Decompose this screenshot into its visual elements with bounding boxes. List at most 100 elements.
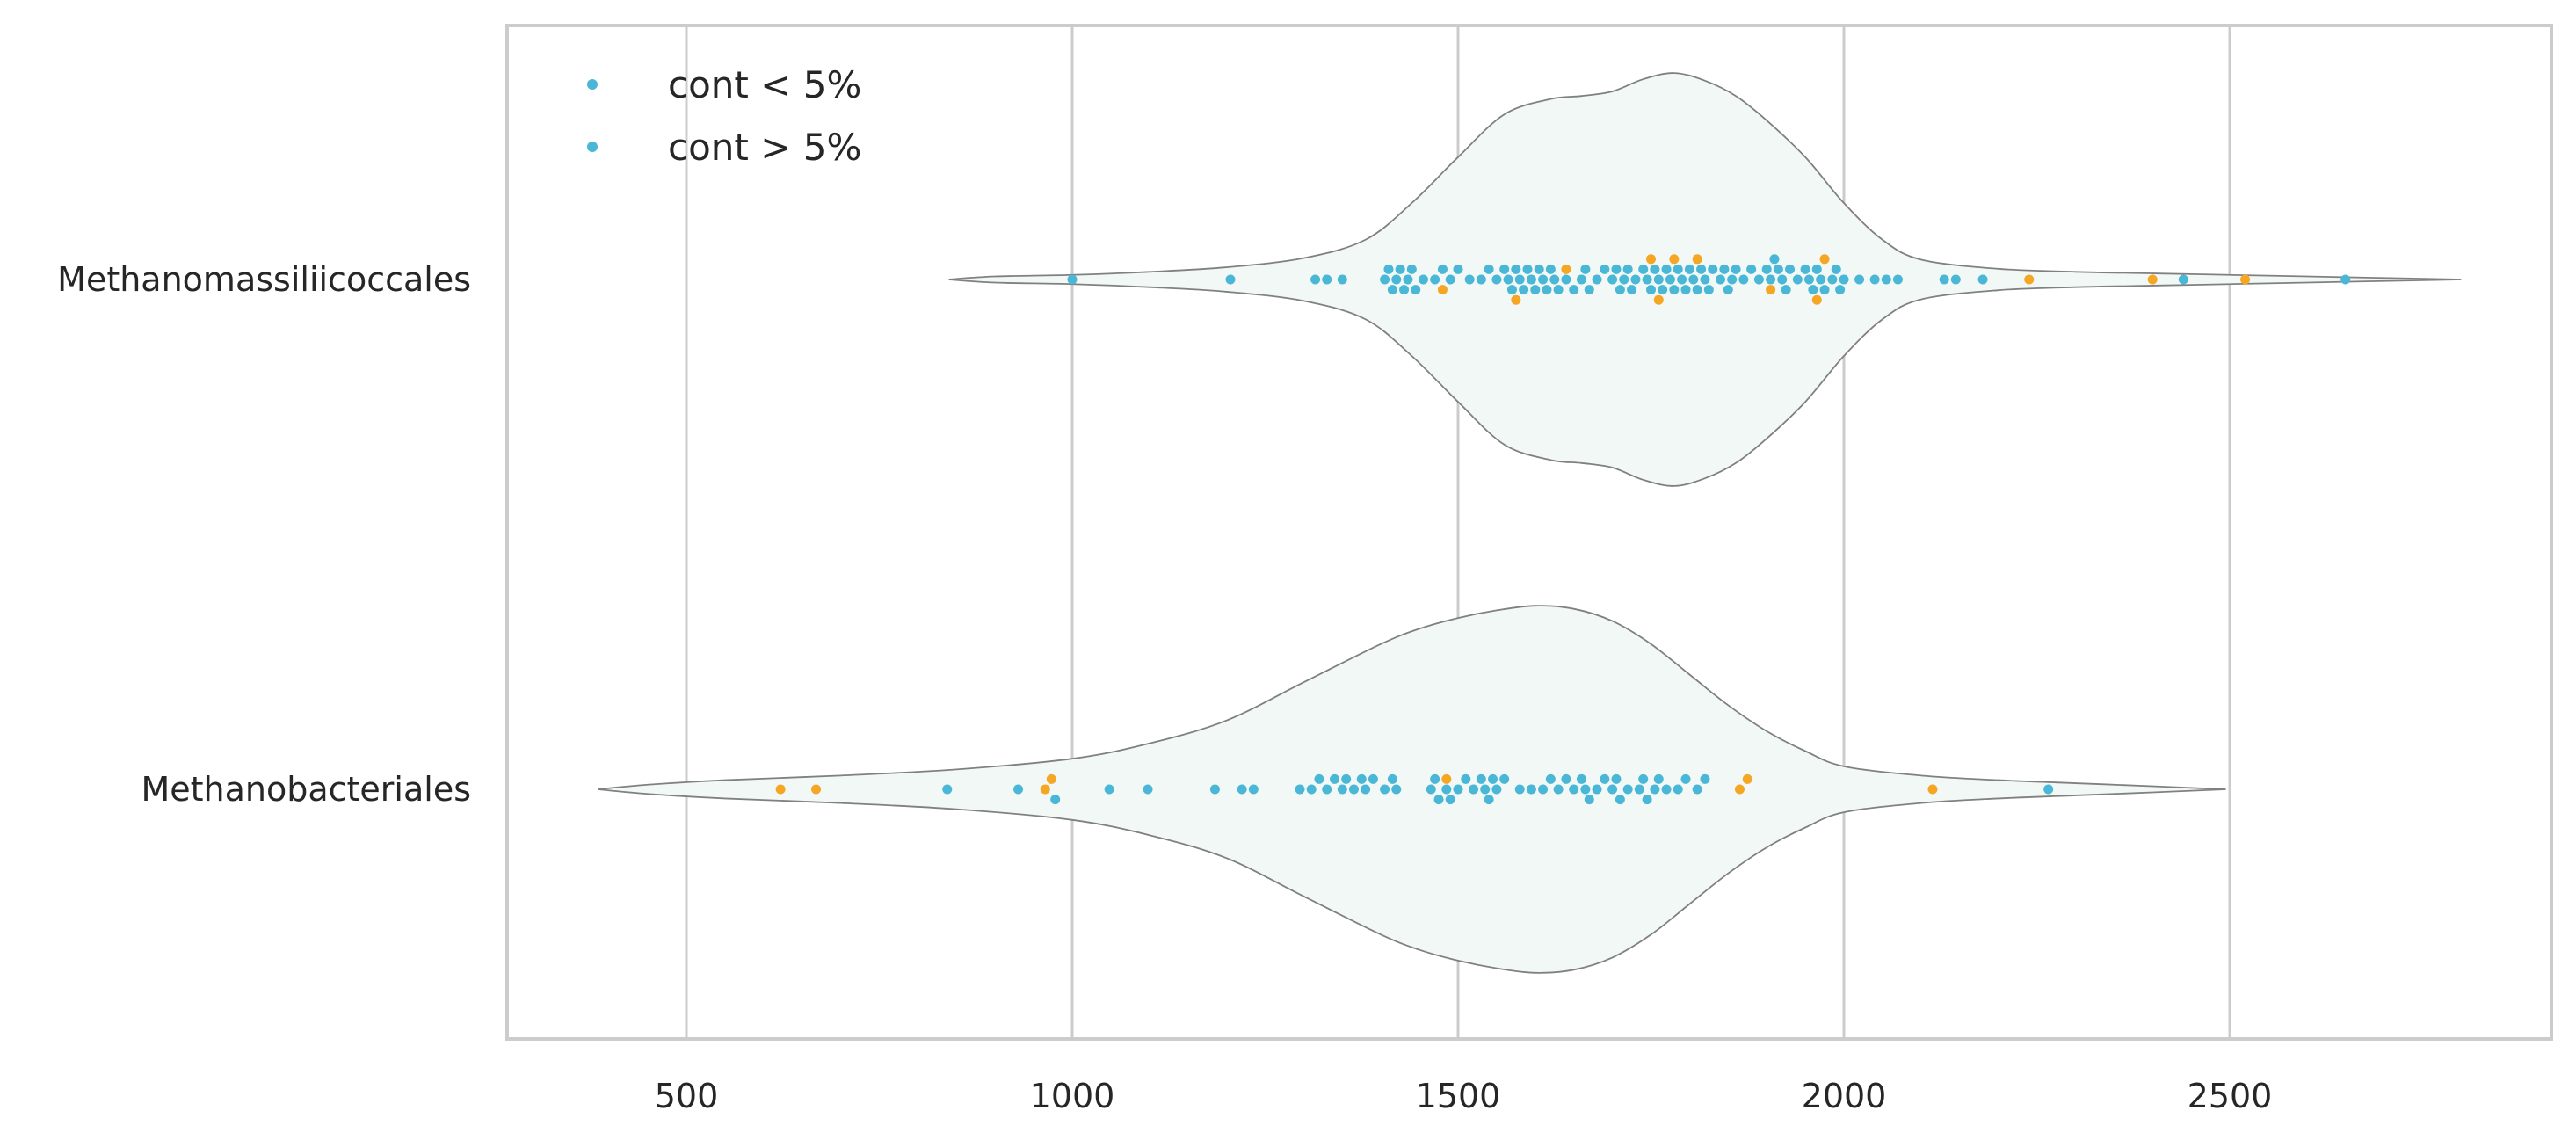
data-point-low <box>1700 275 1709 285</box>
data-point-low <box>1237 785 1247 795</box>
data-point-low <box>1535 265 1544 274</box>
data-point-low <box>1754 275 1764 285</box>
data-point-low <box>1538 785 1548 795</box>
data-point-low <box>1804 275 1814 285</box>
violin-methanobacteriales <box>598 606 2226 973</box>
data-point-low <box>1893 275 1903 285</box>
data-point-low <box>1643 275 1652 285</box>
data-point-low <box>1050 795 1060 804</box>
data-point-low <box>1662 265 1672 274</box>
data-point-low <box>1696 265 1706 274</box>
data-point-low <box>1361 785 1370 795</box>
data-point-low <box>1484 265 1494 274</box>
data-point-low <box>1611 265 1621 274</box>
data-point-high <box>1654 295 1664 305</box>
data-point-high <box>811 785 821 795</box>
data-point-low <box>1499 774 1509 784</box>
y-tick-labels: Methanomassiliicoccales Methanobacteriale… <box>57 260 471 809</box>
data-point-high <box>1927 785 1937 795</box>
data-point-low <box>1430 774 1440 784</box>
data-point-high <box>1047 774 1056 784</box>
data-point-low <box>1403 275 1412 285</box>
data-point-low <box>1593 785 1602 795</box>
data-point-low <box>1511 265 1520 274</box>
data-point-low <box>1515 785 1525 795</box>
data-point-high <box>1041 785 1050 795</box>
data-point-low <box>1623 265 1633 274</box>
data-point-low <box>1662 785 1672 795</box>
data-point-low <box>1477 774 1486 784</box>
data-point-low <box>1307 785 1317 795</box>
data-point-low <box>1554 785 1564 795</box>
data-point-low <box>1504 275 1513 285</box>
data-point-low <box>1546 774 1556 784</box>
data-point-low <box>1434 795 1444 804</box>
data-point-low <box>1527 785 1536 795</box>
data-point-low <box>1727 275 1737 285</box>
data-point-low <box>1677 275 1687 285</box>
data-point-high <box>1561 265 1571 274</box>
data-point-low <box>1619 275 1629 285</box>
data-point-low <box>1454 785 1463 795</box>
data-point-low <box>1542 285 1551 294</box>
data-point-low <box>1681 774 1691 784</box>
data-point-low <box>1388 774 1397 784</box>
data-point-low <box>1507 285 1517 294</box>
data-point-low <box>1762 265 1772 274</box>
data-point-low <box>1546 265 1556 274</box>
x-tick-label-1000: 1000 <box>1030 1077 1115 1115</box>
data-point-low <box>1630 275 1640 285</box>
y-tick-label-methanomassiliicoccales: Methanomassiliicoccales <box>57 260 471 299</box>
data-point-low <box>1441 785 1451 795</box>
data-point-low <box>2340 275 2350 285</box>
data-point-low <box>1793 275 1803 285</box>
data-point-low <box>1854 275 1864 285</box>
data-point-low <box>1658 285 1667 294</box>
x-tick-label-2500: 2500 <box>2188 1077 2273 1115</box>
data-point-low <box>1488 774 1498 784</box>
data-point-high <box>1766 285 1775 294</box>
data-point-low <box>1685 265 1694 274</box>
data-point-low <box>1816 275 1825 285</box>
data-point-low <box>1295 785 1305 795</box>
data-point-low <box>1438 265 1448 274</box>
data-point-high <box>1743 774 1752 784</box>
data-point-low <box>1978 275 1988 285</box>
x-tick-labels: 500 1000 1500 2000 2500 <box>655 1077 2273 1115</box>
data-point-low <box>1380 275 1390 285</box>
data-point-low <box>1650 785 1659 795</box>
data-point-low <box>1716 275 1725 285</box>
data-point-low <box>1310 275 1320 285</box>
data-point-low <box>1341 774 1351 784</box>
x-tick-label-2000: 2000 <box>1802 1077 1887 1115</box>
data-point-low <box>1940 275 1949 285</box>
y-tick-label-methanobacteriales: Methanobacteriales <box>141 770 471 809</box>
data-point-low <box>1407 265 1417 274</box>
data-point-low <box>1801 265 1810 274</box>
data-point-low <box>1519 285 1528 294</box>
data-point-low <box>942 785 952 795</box>
data-point-low <box>2179 275 2188 285</box>
data-point-low <box>1627 285 1636 294</box>
data-point-low <box>1673 265 1683 274</box>
data-point-low <box>1611 774 1621 784</box>
data-point-low <box>1951 275 1961 285</box>
data-point-low <box>1638 265 1648 274</box>
data-point-low <box>1499 265 1509 274</box>
data-point-low <box>1635 785 1644 795</box>
data-point-low <box>1693 285 1702 294</box>
data-point-low <box>1569 785 1578 795</box>
data-point-low <box>2043 785 2053 795</box>
data-point-low <box>1569 285 1578 294</box>
data-point-low <box>1654 774 1664 784</box>
data-point-low <box>1580 265 1590 274</box>
data-point-low <box>1396 265 1405 274</box>
data-point-low <box>1585 795 1594 804</box>
data-point-low <box>1746 265 1756 274</box>
data-point-low <box>1580 785 1590 795</box>
data-point-low <box>1585 285 1594 294</box>
data-point-low <box>1530 285 1540 294</box>
data-point-low <box>1391 275 1401 285</box>
data-point-low <box>1388 285 1397 294</box>
